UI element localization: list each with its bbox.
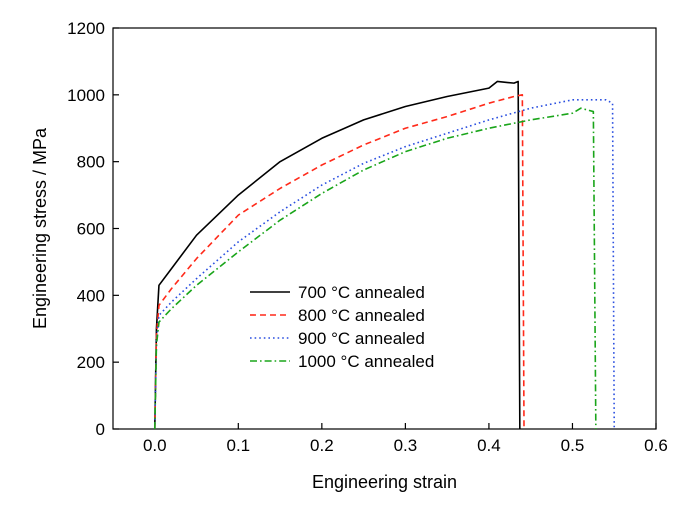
series-line-1000C <box>153 107 597 430</box>
x-tick-label: 0.5 <box>561 436 585 455</box>
y-tick-label: 0 <box>96 420 105 439</box>
x-tick-label: 0.4 <box>477 436 501 455</box>
y-tick-label: 1200 <box>67 19 105 38</box>
x-tick-label: 0.2 <box>310 436 334 455</box>
x-tick-label: 0.6 <box>644 436 668 455</box>
y-tick-label: 1000 <box>67 86 105 105</box>
legend-label-700C: 700 °C annealed <box>298 283 425 302</box>
series-line-700C <box>153 80 521 430</box>
y-tick-label: 600 <box>77 220 105 239</box>
legend-label-1000C: 1000 °C annealed <box>298 352 434 371</box>
legend-label-800C: 800 °C annealed <box>298 306 425 325</box>
x-tick-label: 0.1 <box>226 436 250 455</box>
y-tick-label: 400 <box>77 286 105 305</box>
x-tick-label: 0.0 <box>143 436 167 455</box>
legend-label-900C: 900 °C annealed <box>298 329 425 348</box>
x-axis-ticks: 0.0 0.1 0.2 0.3 0.4 0.5 0.6 <box>143 423 668 455</box>
y-axis-title: Engineering stress / MPa <box>30 127 50 329</box>
x-tick-label: 0.3 <box>394 436 418 455</box>
series-layer <box>153 80 616 430</box>
y-tick-label: 200 <box>77 353 105 372</box>
y-tick-label: 800 <box>77 153 105 172</box>
x-axis-title: Engineering strain <box>312 472 457 492</box>
legend: 700 °C annealed 800 °C annealed 900 °C ann… <box>250 283 434 371</box>
series-line-800C <box>153 94 525 430</box>
y-axis-ticks: 0 200 400 600 800 1000 1200 <box>67 19 119 439</box>
